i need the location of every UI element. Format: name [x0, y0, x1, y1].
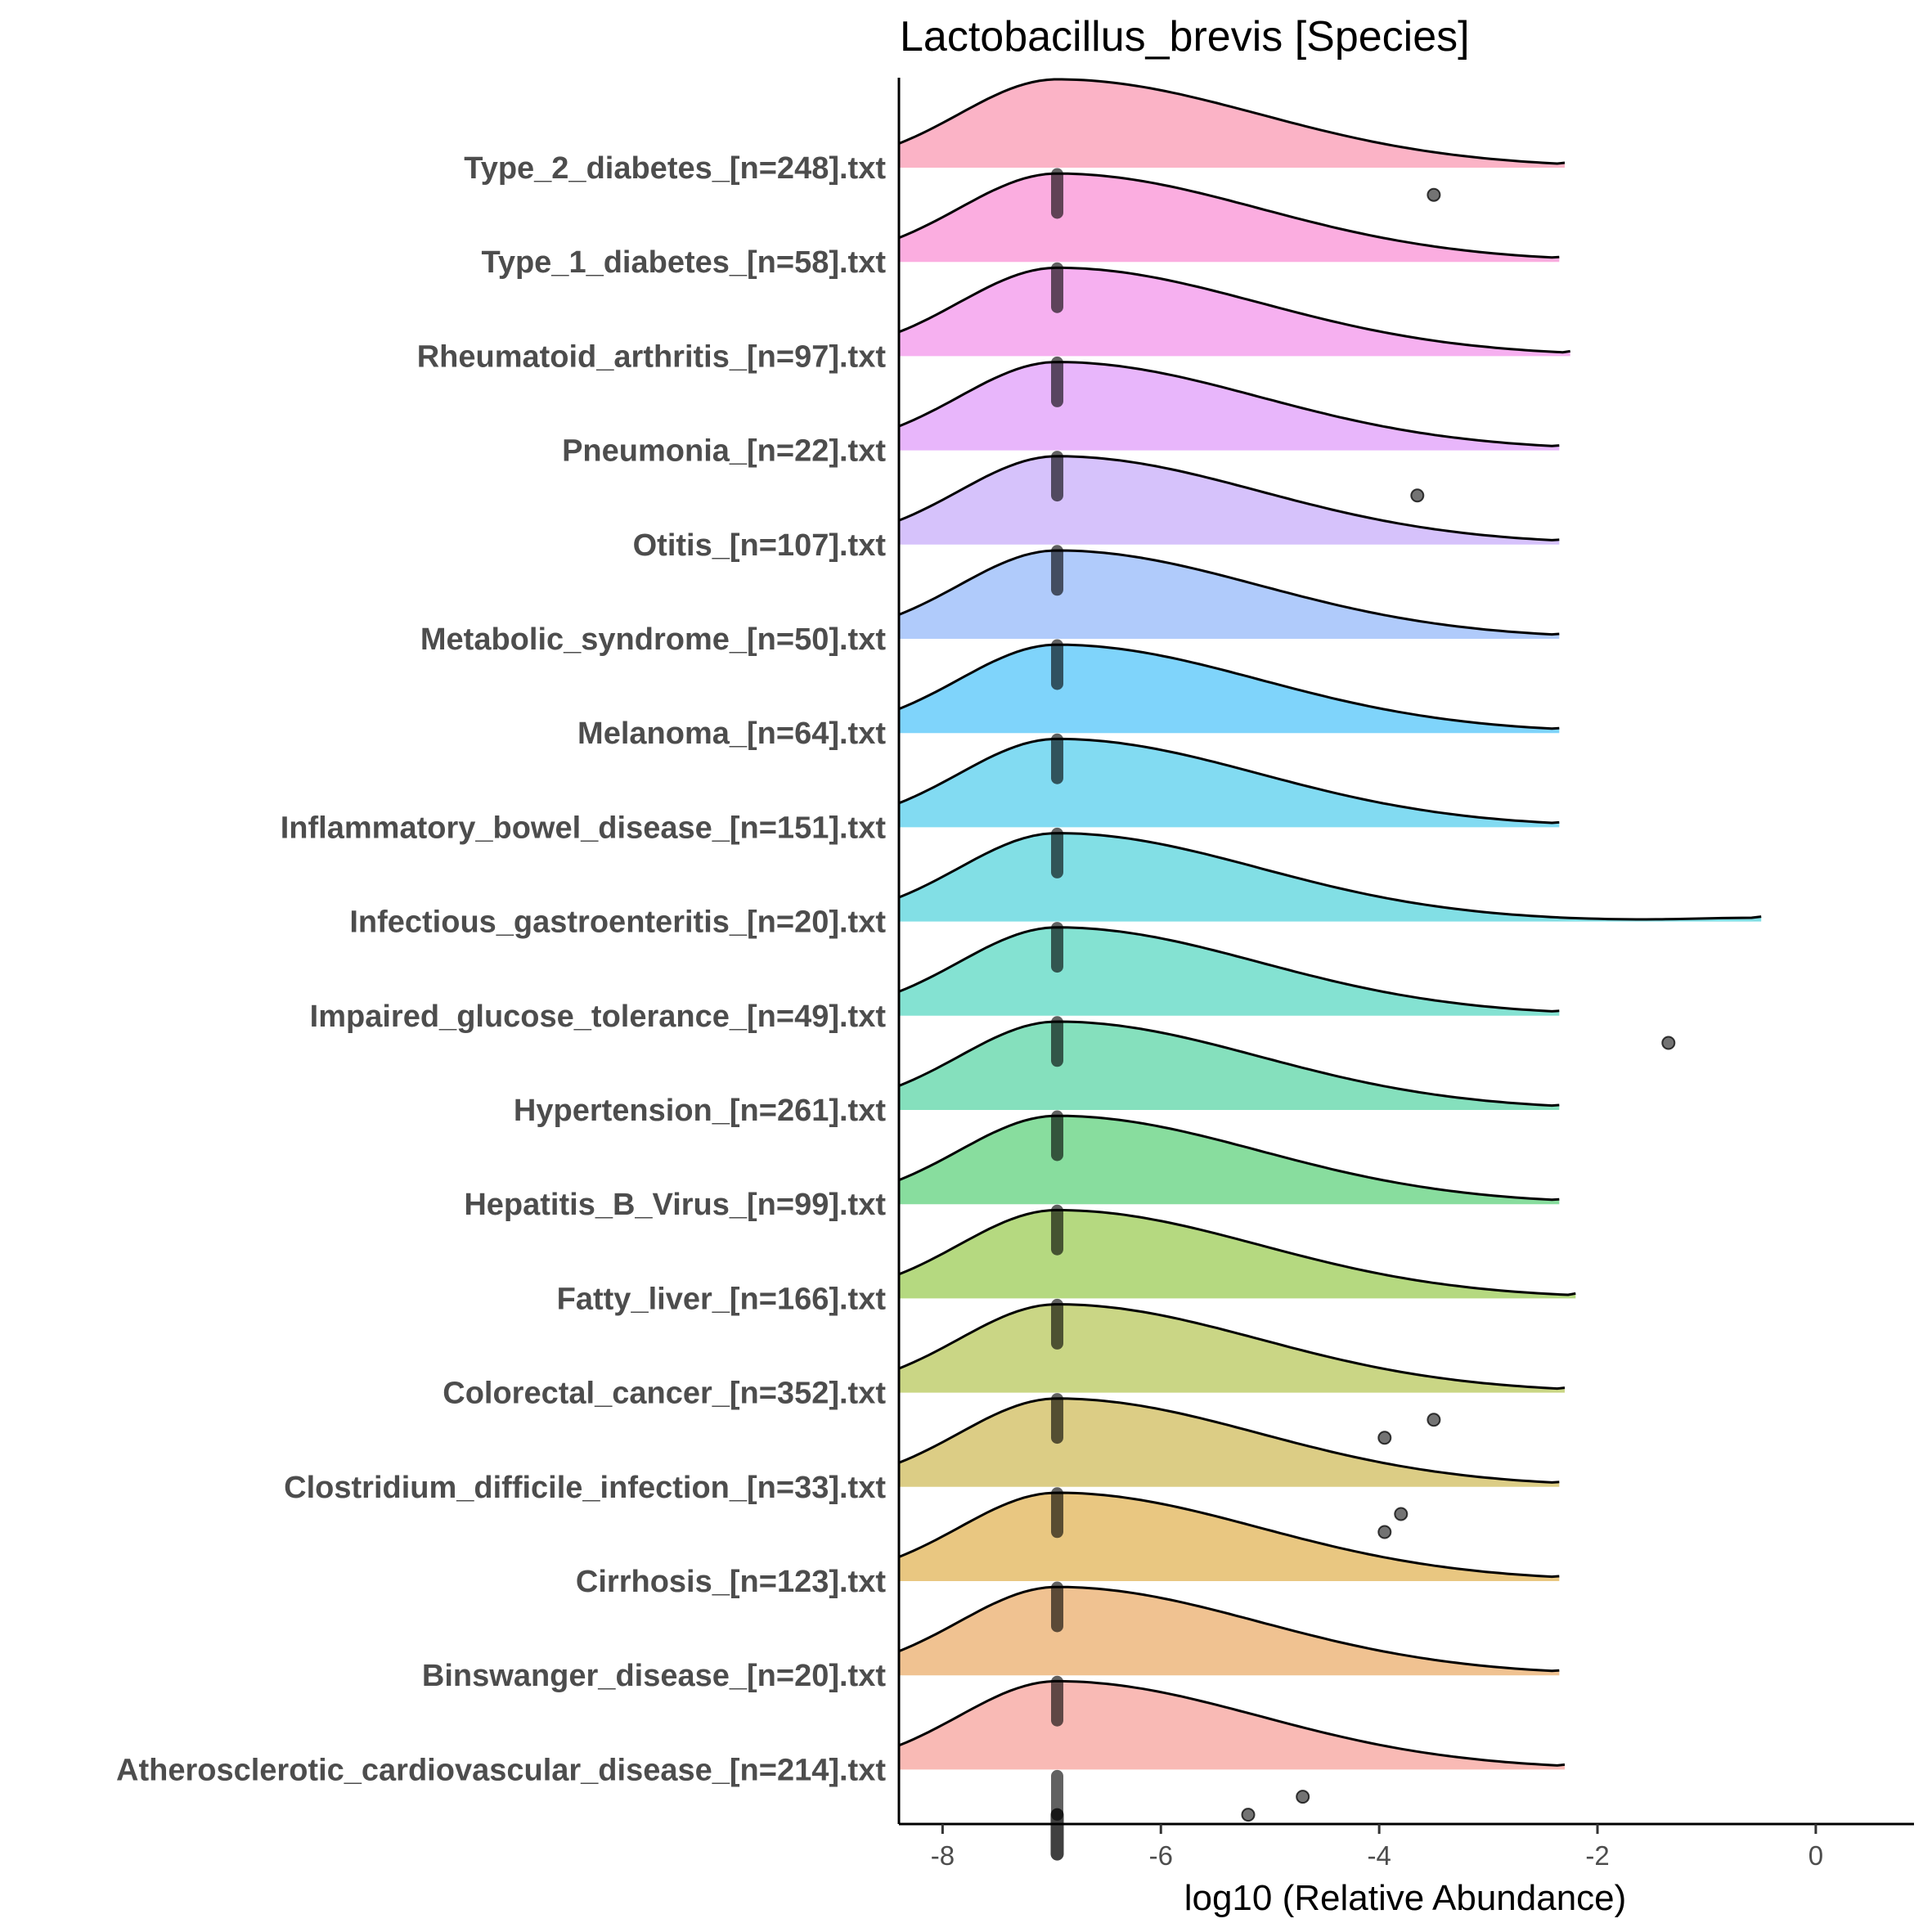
x-tick-label: -6 [1149, 1840, 1173, 1871]
ridge-fill [899, 645, 1560, 734]
outlier-point [1394, 1507, 1409, 1521]
ridge-outline [898, 549, 1560, 636]
ridge-fill [899, 1681, 1565, 1770]
y-tick-label: Cirrhosis_[n=123].txt [576, 1565, 886, 1599]
ridge-fill [899, 456, 1560, 545]
outlier-point [1377, 1525, 1392, 1539]
y-axis-labels: Type_2_diabetes_[n=248].txt Type_1_diabet… [116, 151, 886, 1787]
outlier-point [1410, 488, 1425, 503]
ridge-fill [899, 1398, 1560, 1487]
ridge-outline [898, 1679, 1566, 1767]
y-tick-label: Melanoma_[n=64].txt [577, 717, 886, 751]
ridge-outline [898, 1491, 1560, 1579]
outlier-point [1377, 1431, 1392, 1445]
outlier-point [1661, 1036, 1676, 1050]
x-tick-label: 0 [1808, 1840, 1823, 1871]
data-points [1050, 168, 1676, 1861]
ridge-outline [898, 78, 1566, 165]
y-tick-label: Type_2_diabetes_[n=248].txt [464, 151, 886, 186]
ridge-outline [898, 737, 1560, 824]
ridge-fill [899, 927, 1560, 1016]
outlier-point [1427, 187, 1441, 202]
y-tick-label: Metabolic_syndrome_[n=50].txt [420, 622, 886, 657]
ridge-fill [899, 1493, 1560, 1581]
y-tick-label: Colorectal_cancer_[n=352].txt [443, 1377, 886, 1411]
ridge-outline [898, 172, 1560, 259]
ridge-fill [899, 79, 1565, 168]
ridge-outline [898, 455, 1560, 541]
x-tick-label: -8 [931, 1840, 955, 1871]
ridge-fill [899, 173, 1560, 263]
y-tick-label: Binswanger_disease_[n=20].txt [422, 1659, 886, 1693]
x-tick-label: -2 [1585, 1840, 1609, 1871]
ridge-outline [898, 1208, 1576, 1296]
outlier-point [1241, 1808, 1256, 1822]
ridge-fill [899, 739, 1560, 828]
ridge-fill [899, 833, 1762, 922]
x-axis-ticks: -8 -6 -4 -2 0 [931, 1824, 1823, 1871]
y-tick-label: Clostridium_difficile_infection_[n=33].t… [284, 1471, 886, 1505]
ridge-outline [898, 1397, 1560, 1484]
ridges [898, 78, 1762, 1770]
ridge-outline [898, 361, 1560, 447]
y-tick-label: Impaired_glucose_tolerance_[n=49].txt [310, 1000, 887, 1034]
ridge-fill [899, 1116, 1560, 1205]
y-tick-label: Hypertension_[n=261].txt [514, 1094, 886, 1128]
ridge-fill [899, 362, 1560, 451]
y-tick-label: Otitis_[n=107].txt [633, 528, 887, 563]
y-tick-label: Infectious_gastroenteritis_[n=20].txt [349, 905, 886, 940]
ridge-fill [899, 550, 1560, 639]
ridge-outline [898, 1585, 1560, 1673]
ridge-fill [899, 267, 1570, 357]
ridge-outline [898, 1114, 1560, 1202]
y-tick-label: Rheumatoid_arthritis_[n=97].txt [417, 339, 887, 374]
ridge-fill [899, 1210, 1576, 1299]
chart-title: Lactobacillus_brevis [Species] [900, 13, 1470, 61]
y-tick-label: Inflammatory_bowel_disease_[n=151].txt [281, 811, 887, 845]
outlier-point [1296, 1790, 1310, 1804]
x-axis-label: log10 (Relative Abundance) [1184, 1878, 1627, 1918]
outlier-point [1427, 1413, 1441, 1427]
ridge-outline [898, 832, 1762, 921]
ridge-outline [898, 926, 1560, 1013]
ridge-fill [899, 1587, 1560, 1676]
ridge-outline [898, 1303, 1566, 1391]
ridge-outline [898, 1020, 1560, 1108]
y-tick-label: Atherosclerotic_cardiovascular_disease_[… [116, 1753, 886, 1787]
ridge-fill [899, 1022, 1560, 1110]
ridge-outline [898, 266, 1570, 354]
ridge-outline [898, 643, 1560, 730]
y-tick-label: Pneumonia_[n=22].txt [562, 434, 886, 469]
y-tick-label: Hepatitis_B_Virus_[n=99].txt [464, 1188, 886, 1222]
x-tick-label: -4 [1367, 1840, 1391, 1871]
y-tick-label: Type_1_diabetes_[n=58].txt [481, 245, 886, 280]
ridge-fill [899, 1304, 1565, 1393]
y-tick-label: Fatty_liver_[n=166].txt [557, 1282, 887, 1316]
